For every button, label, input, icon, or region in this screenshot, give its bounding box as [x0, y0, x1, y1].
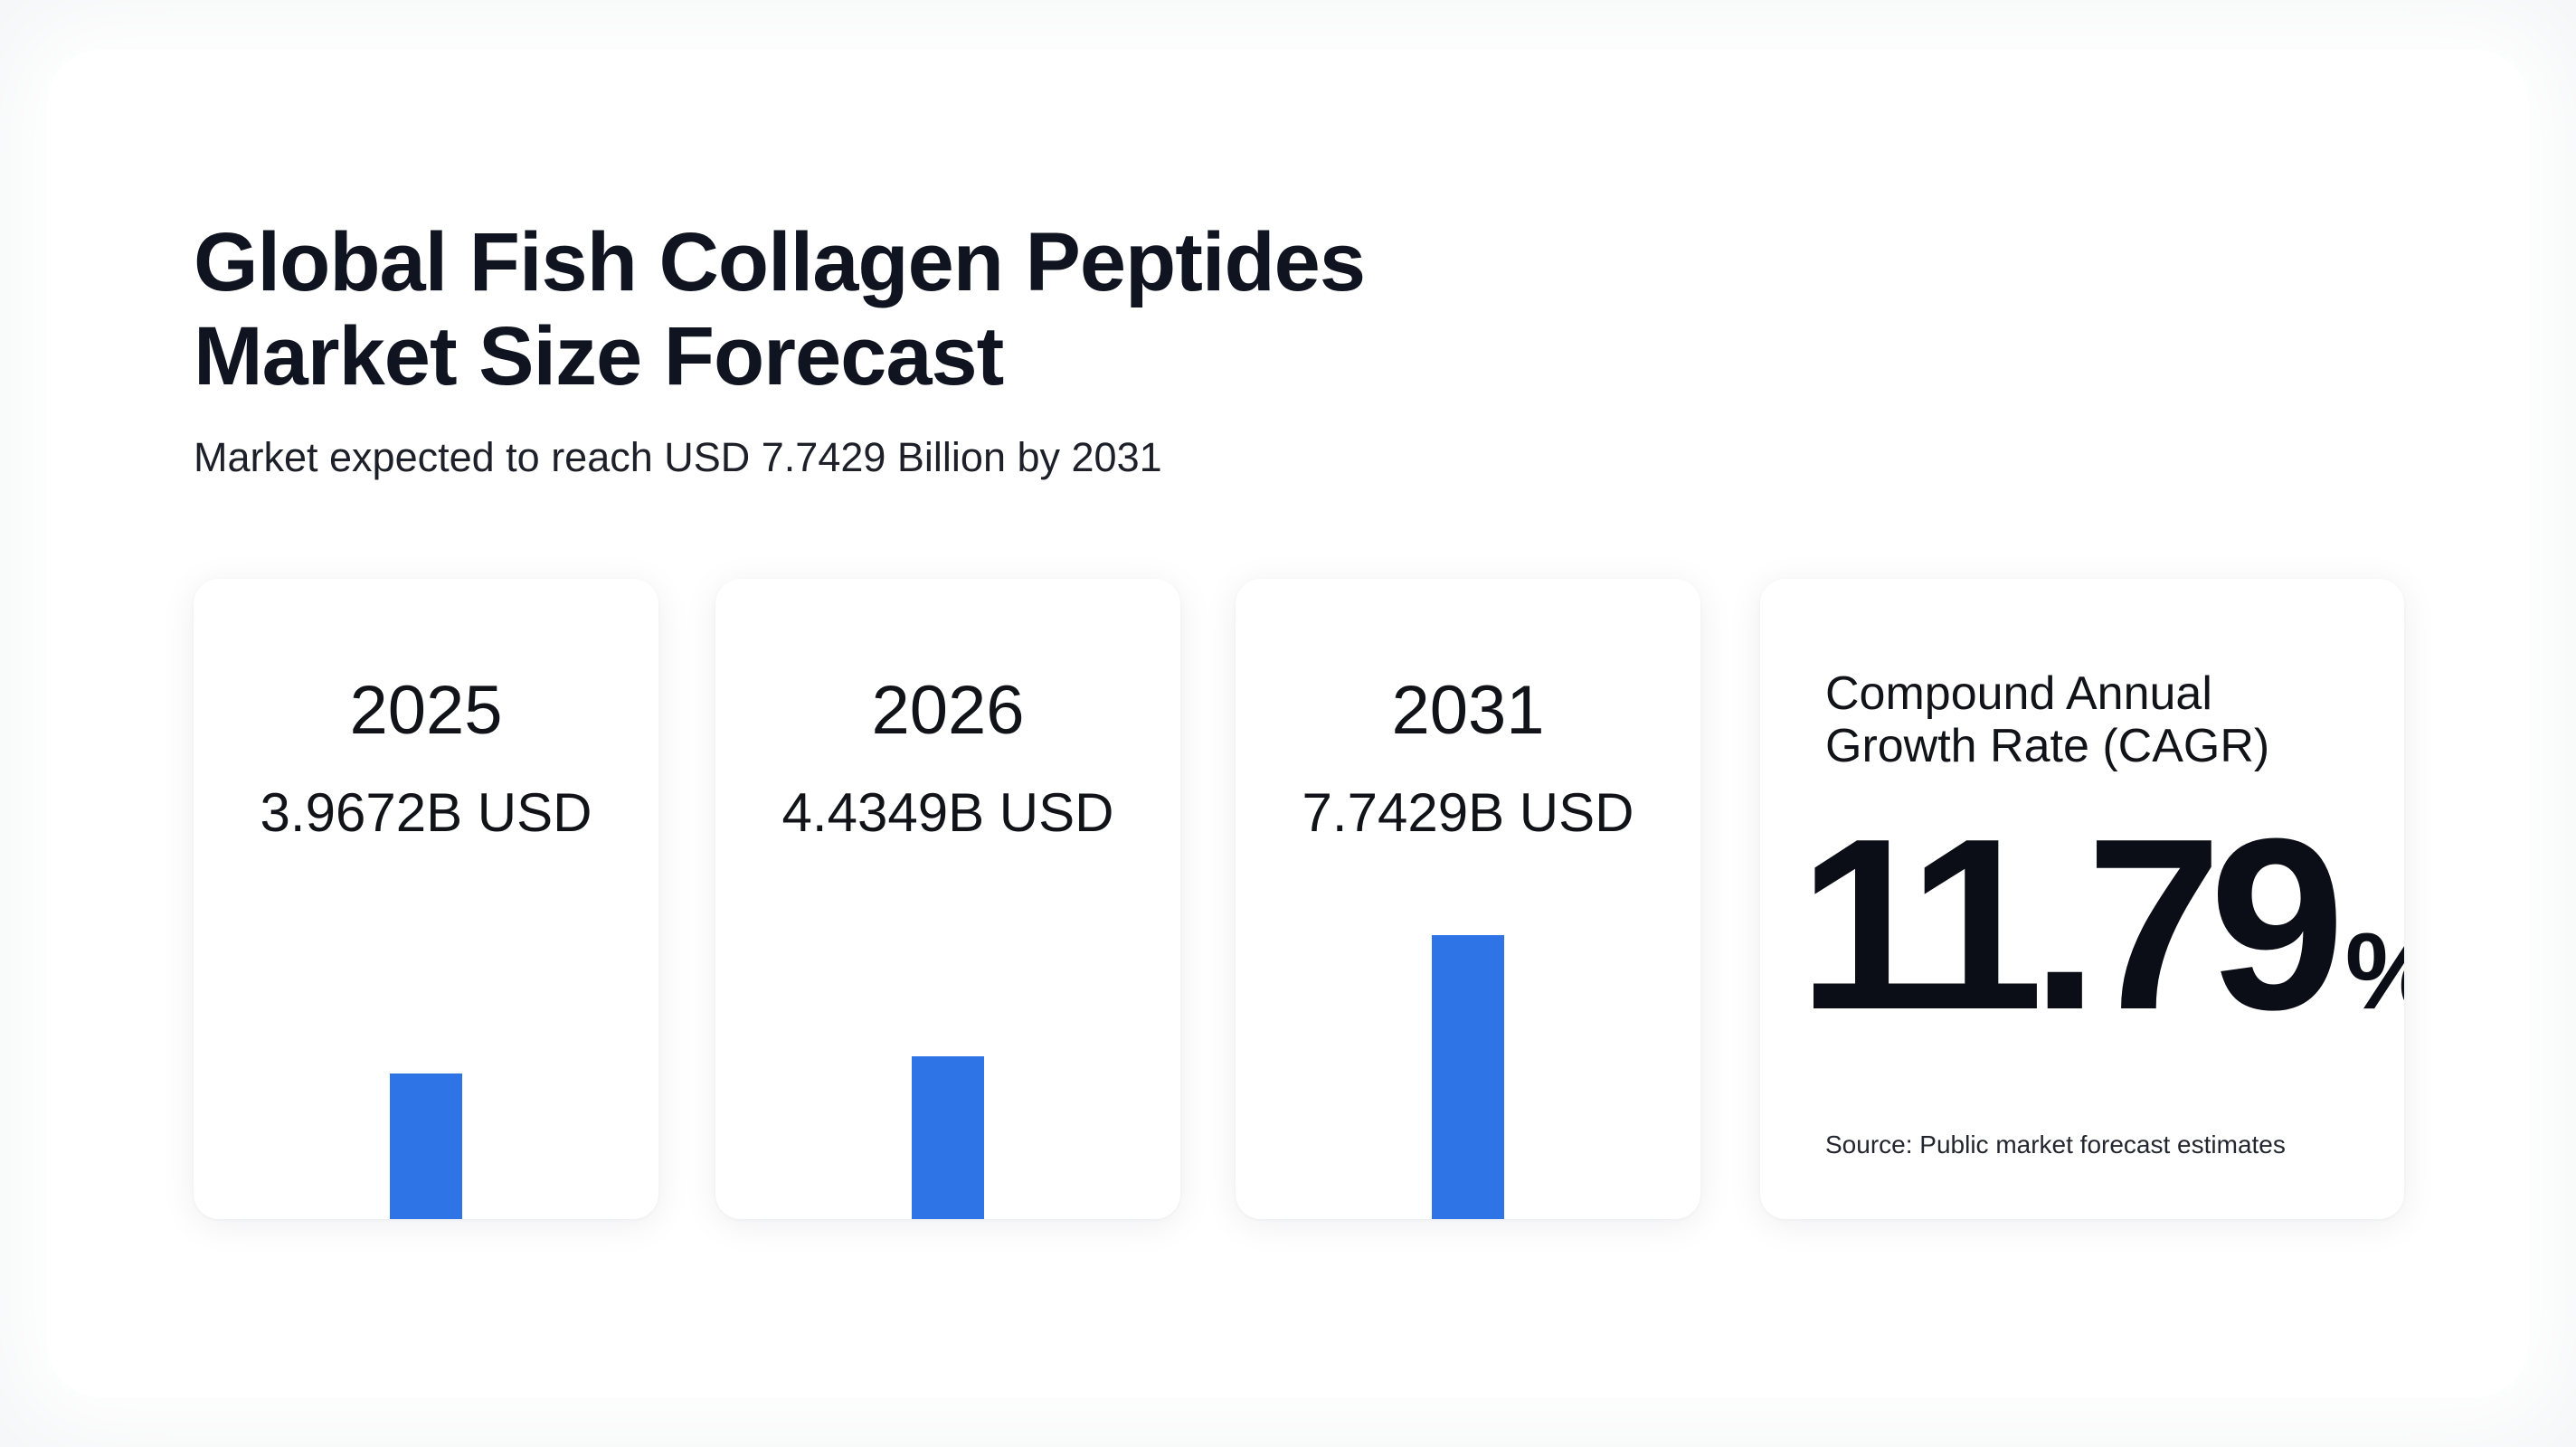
cagr-number: 11.79: [1798, 789, 2345, 1061]
cagr-label-line-1: Compound Annual: [1825, 667, 2212, 720]
cagr-value: 11.79%: [1798, 803, 2404, 1047]
page-subtitle: Market expected to reach USD 7.7429 Bill…: [194, 434, 1162, 480]
bar-2031: [1432, 935, 1504, 1219]
forecast-card-2026: 2026 4.4349B USD: [715, 579, 1180, 1219]
bar-2026: [912, 1056, 984, 1219]
card-year-label: 2025: [349, 672, 503, 749]
card-year-label: 2026: [871, 672, 1025, 749]
cagr-label-line-2: Growth Rate (CAGR): [1825, 720, 2270, 772]
cagr-card: Compound Annual Growth Rate (CAGR) 11.79…: [1760, 579, 2404, 1219]
title-line-1: Global Fish Collagen Peptides: [194, 216, 1366, 308]
page-title: Global Fish Collagen Peptides Market Siz…: [194, 215, 1366, 403]
title-line-2: Market Size Forecast: [194, 310, 1004, 402]
cagr-label: Compound Annual Growth Rate (CAGR): [1825, 667, 2269, 772]
cagr-percent-sign: %: [2345, 911, 2404, 1032]
forecast-card-2031: 2031 7.7429B USD: [1236, 579, 1700, 1219]
card-value-label: 4.4349B USD: [781, 782, 1114, 843]
bar-2025: [390, 1073, 462, 1219]
card-value-label: 7.7429B USD: [1302, 782, 1634, 843]
card-value-label: 3.9672B USD: [260, 782, 592, 843]
source-note: Source: Public market forecast estimates: [1825, 1130, 2286, 1159]
card-year-label: 2031: [1391, 672, 1545, 749]
forecast-card-2025: 2025 3.9672B USD: [194, 579, 658, 1219]
